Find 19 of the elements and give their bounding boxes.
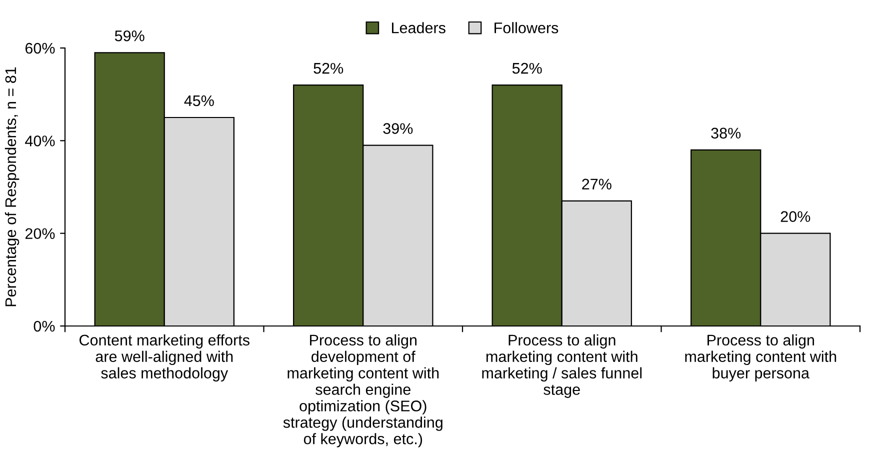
legend-label: Leaders bbox=[392, 22, 446, 34]
data-label: 38% bbox=[711, 128, 741, 139]
x-tick-label: Process to align development of marketing content with search engine optimization (SEO) strategy (understanding of keywords, etc.) bbox=[283, 334, 442, 448]
y-tick-label: 20% bbox=[25, 228, 55, 240]
y-axis-title: Percentage of Respondents, n = 81 bbox=[4, 67, 20, 306]
y-tick-label: 60% bbox=[25, 42, 55, 54]
data-label: 20% bbox=[780, 211, 810, 222]
y-tick-label: 40% bbox=[25, 136, 55, 146]
data-label: 27% bbox=[582, 178, 612, 190]
data-label: 52% bbox=[512, 62, 542, 74]
data-label: 39% bbox=[383, 123, 413, 134]
x-tick-label: Content marketing efforts are well-aligned with sales methodology bbox=[80, 334, 250, 382]
x-tick-label: Process to align marketing content with marketing / sales funnel stage bbox=[482, 334, 642, 398]
data-label: 52% bbox=[314, 62, 344, 74]
data-label: 45% bbox=[184, 95, 214, 106]
x-tick-label: Process to align marketing content with buyer persona bbox=[685, 334, 836, 382]
data-label: 59% bbox=[114, 30, 144, 42]
y-tick-label: 0% bbox=[34, 320, 55, 332]
legend-label: Followers bbox=[494, 22, 558, 34]
